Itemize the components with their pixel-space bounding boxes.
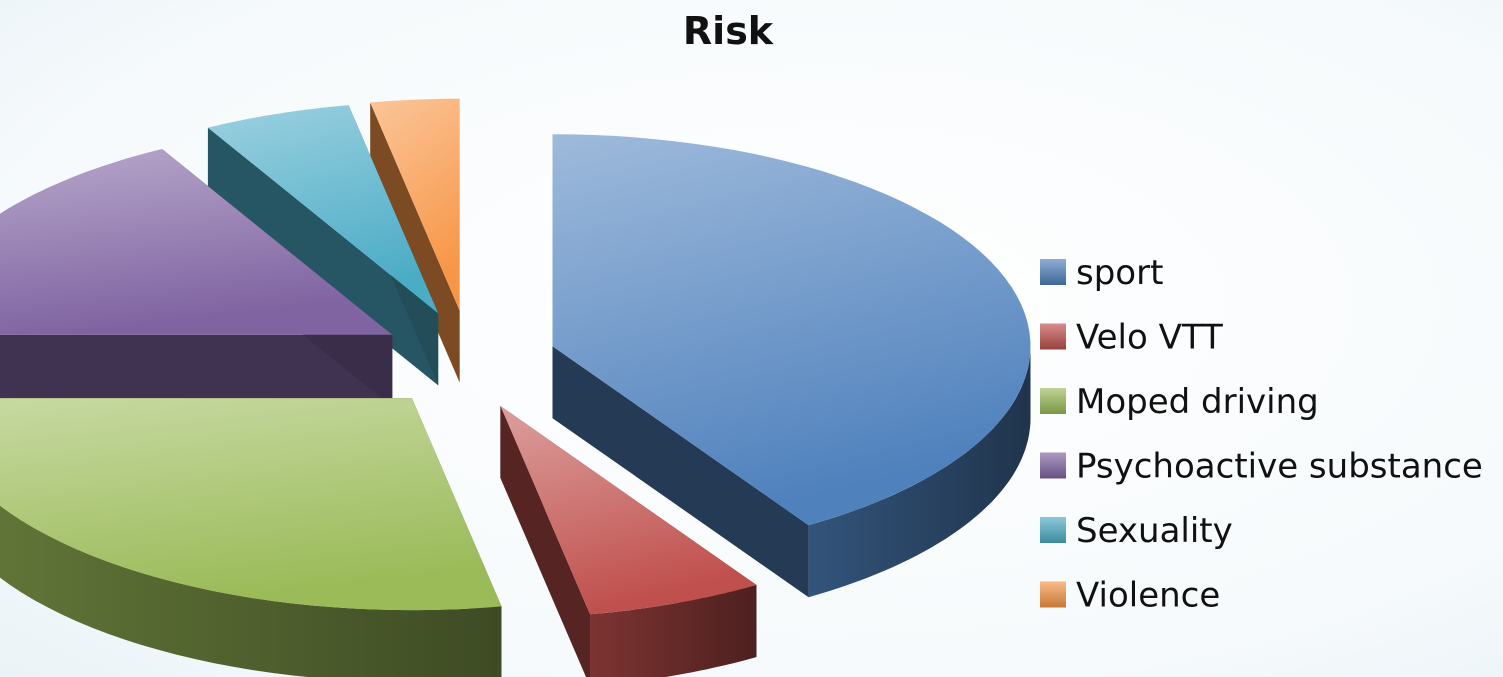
slice-cut-face <box>0 334 393 407</box>
slice-top-face <box>0 149 393 335</box>
legend-label-psychoactive-substance: Psychoactive substance <box>1076 447 1483 487</box>
legend-swatch-moped-driving <box>1040 388 1066 414</box>
slice-cut-face <box>552 346 809 598</box>
pie-slice-sexuality <box>207 105 439 386</box>
slice-cut-face <box>500 406 590 677</box>
legend-swatch-sport <box>1040 259 1066 285</box>
slice-top-face <box>370 98 460 311</box>
pie <box>0 98 1031 677</box>
legend-item-sport: sport <box>1040 253 1163 293</box>
chart-title: Risk <box>683 9 774 53</box>
legend-label-moped-driving: Moped driving <box>1076 382 1319 422</box>
slice-cut-face <box>207 127 439 386</box>
pie-slice-moped-driving <box>0 398 502 677</box>
legend-swatch-violence <box>1040 581 1066 608</box>
pie-slice-psychoactive-substance <box>0 149 393 407</box>
legend-label-velo-vtt: Velo VTT <box>1076 318 1223 358</box>
legend-swatch-psychoactive-substance <box>1040 452 1066 479</box>
slice-top-face <box>0 398 502 611</box>
legend-item-velo-vtt: Velo VTT <box>1040 318 1223 358</box>
legend-swatch-sexuality <box>1040 517 1066 543</box>
pie-slice-velo-vtt <box>500 406 757 677</box>
legend-item-moped-driving: Moped driving <box>1040 382 1319 422</box>
slice-outer-wall <box>0 505 502 677</box>
legend-item-sexuality: Sexuality <box>1040 511 1233 551</box>
slice-top-face <box>207 105 439 314</box>
legend-swatch-velo-vtt <box>1040 323 1066 350</box>
legend-item-psychoactive-substance: Psychoactive substance <box>1040 447 1483 487</box>
legend: sport Velo VTT Moped driving Psychoactive s… <box>1040 253 1483 616</box>
legend-label-sexuality: Sexuality <box>1076 511 1233 551</box>
slice-top-face <box>500 406 757 615</box>
slice-outer-wall <box>590 585 757 677</box>
slice-outer-wall <box>808 346 1031 598</box>
slice-top-face <box>552 134 1031 526</box>
legend-item-violence: Violence <box>1040 576 1220 616</box>
pie-slice-sport <box>552 134 1031 598</box>
legend-label-sport: sport <box>1076 253 1163 293</box>
legend-label-violence: Violence <box>1076 576 1220 616</box>
